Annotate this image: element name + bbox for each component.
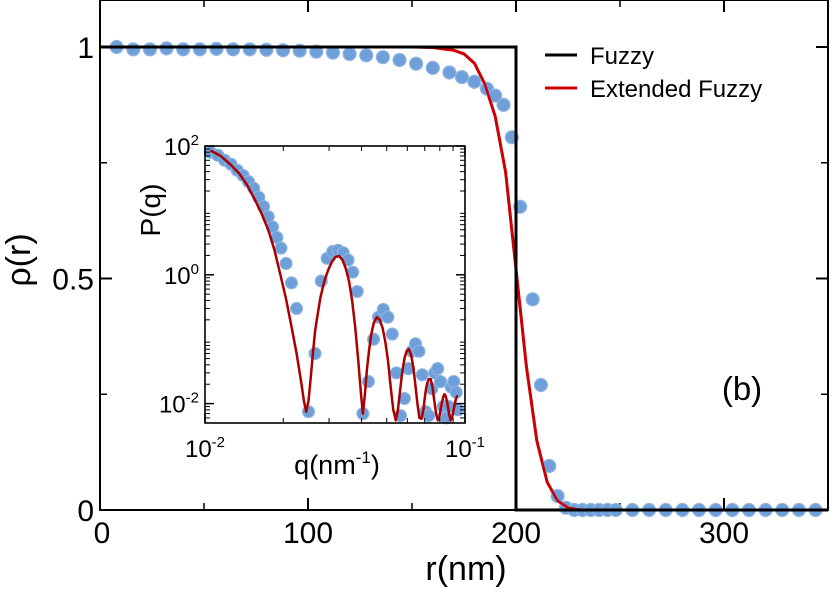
data-point [525,292,540,307]
data-point [242,42,257,57]
data-point [126,42,141,57]
x-tick-label: 100 [283,517,333,550]
inset-y-axis-label: P(q) [135,184,166,237]
inset-data-point [431,362,445,376]
inset-data-point [274,241,288,255]
data-point [226,42,241,57]
inset-data-point [290,301,304,316]
inset-series-extended-fuzzy-line [209,149,459,422]
inset-data-point [350,284,364,299]
main-x-axis-label: r(nm) [425,550,506,588]
inset-data-point [447,375,461,389]
data-point [425,60,440,75]
main-y-axis-label: ρ(r) [0,233,38,286]
inset-data-point [308,346,322,361]
inset-series [203,145,465,425]
y-tick-label: 1 [77,32,94,65]
inset-data-point [412,344,426,358]
data-point [442,65,457,80]
inset-data-point [433,375,448,389]
inset-axis-ticks: 10-2 10-1 10-2 100 102 [159,132,485,463]
data-point [496,97,511,112]
data-point [176,42,191,57]
main-series [100,39,828,518]
legend: Fuzzy Extended Fuzzy [545,43,762,103]
x-tick-label: 200 [491,517,541,550]
series-fuzzy-line-overlay [100,45,828,512]
inset-y-tick-label: 100 [164,261,199,290]
data-point [533,377,549,393]
data-point [392,52,407,68]
data-point [467,74,482,89]
data-point [142,42,158,57]
inset-x-tick-label: 10-2 [185,434,225,463]
data-point [454,69,470,85]
data-point [209,41,224,56]
inset-data-point [279,256,293,271]
y-tick-label: 0.5 [52,264,94,297]
inset-data-point [385,327,399,341]
inset-data-point [284,276,298,290]
data-point [409,56,424,71]
x-tick-label: 0 [94,517,111,550]
y-tick-label: 0 [77,495,94,528]
x-tick-label: 300 [699,517,749,550]
data-point [192,42,207,57]
data-point [375,50,390,65]
panel-annotation: (b) [722,370,762,407]
legend-label: Extended Fuzzy [590,76,762,103]
data-point [259,42,274,57]
inset-data-point [415,368,429,382]
inset-data-point [381,310,395,324]
inset-x-tick-label: 10-1 [445,434,485,463]
inset-data-point [361,375,375,389]
inset-background [205,146,465,423]
legend-label: Fuzzy [590,43,654,70]
data-point [342,46,357,62]
data-point [359,48,374,63]
inset-y-tick-label: 102 [164,132,199,161]
main-plot-frame [99,0,829,511]
inset-y-tick-label: 10-2 [159,390,199,419]
main-axis-ticks: 0 100 200 300 0 0.5 1 [52,0,828,550]
inset-x-axis-label: q(nm-1) [294,448,380,480]
